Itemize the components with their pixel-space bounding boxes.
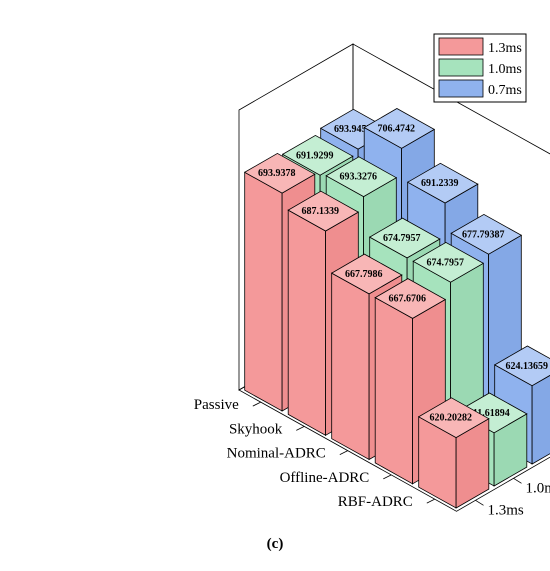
bar-top-face: [368, 217, 441, 259]
legend-swatch-0.7ms: [438, 79, 484, 98]
bar-top-face: [406, 162, 479, 204]
value-label: 687.1339: [302, 206, 340, 217]
value-label: 706.4742: [378, 123, 416, 134]
category-tick: [296, 426, 305, 431]
value-label: 693.9457: [334, 124, 372, 135]
legend-swatch-1.0ms: [438, 58, 484, 77]
category-tick: [426, 498, 435, 504]
bar-top-face: [330, 253, 403, 295]
bar-top-face: [363, 108, 436, 149]
value-label: 677.79387: [462, 229, 505, 240]
legend-label-0.7ms: 0.7ms: [488, 83, 522, 98]
category-tick-label: Nominal-ADRC: [227, 446, 326, 462]
legend-label-1.0ms: 1.0ms: [488, 62, 522, 77]
value-label: 691.2339: [421, 178, 459, 189]
bar-front-face: [331, 272, 370, 461]
value-label: 667.6706: [389, 294, 427, 305]
bar-top-face: [243, 152, 316, 194]
bar-top-face: [412, 241, 485, 283]
bar-top-face: [493, 345, 550, 387]
depth-tick-label: 1.3ms: [488, 502, 524, 518]
legend-label-1.3ms: 1.3ms: [488, 41, 522, 56]
bar-side-face: [531, 374, 550, 465]
value-label: 624.13659: [506, 361, 549, 372]
value-label: 693.9378: [258, 168, 296, 179]
category-tick-label: Offline-ADRC: [280, 470, 370, 486]
category-tick-label: RBF-ADRC: [338, 494, 413, 510]
bar-front-face: [374, 296, 414, 485]
bar-top-face: [450, 213, 523, 255]
depth-tick: [475, 499, 484, 506]
depth-tick: [513, 477, 522, 484]
legend-swatch-1.3ms: [438, 37, 484, 56]
bar-RBF-ADRC-1.3ms: 620.20282: [417, 397, 490, 509]
bars-group: 693.9457 706.4742 691.2339 677.79387 624.136…: [243, 108, 550, 509]
value-label: 674.7957: [427, 257, 465, 268]
bar-top-face: [325, 156, 398, 198]
category-tick-label: Skyhook: [229, 421, 283, 437]
axes-group: Passive Skyhook Nominal-ADRC Offline-ADRC RB…: [194, 397, 550, 518]
value-label: 611.61894: [468, 408, 510, 419]
bar-front-face: [287, 209, 327, 436]
category-tick-label: Passive: [194, 397, 239, 413]
bar-top-face: [417, 397, 490, 439]
value-label: 693.3276: [340, 172, 378, 183]
category-tick: [383, 474, 392, 480]
bar-Offline-ADRC-1.3ms: 667.6706: [374, 278, 447, 485]
legend: 1.3ms 1.0ms 0.7ms: [433, 33, 527, 103]
category-tick: [252, 401, 261, 407]
bar-top-face: [287, 190, 360, 232]
bar-front-face: [244, 171, 283, 412]
value-label: 674.7957: [383, 233, 421, 244]
value-label: 667.7986: [345, 269, 383, 280]
depth-tick-label: 1.0ms: [526, 480, 550, 496]
value-label: 620.20282: [430, 413, 473, 424]
value-label: 691.9299: [296, 150, 334, 161]
category-tick: [339, 450, 348, 455]
bar-top-face: [374, 278, 447, 319]
figure-caption: (c): [266, 536, 284, 552]
bar-top-face: [281, 134, 354, 176]
